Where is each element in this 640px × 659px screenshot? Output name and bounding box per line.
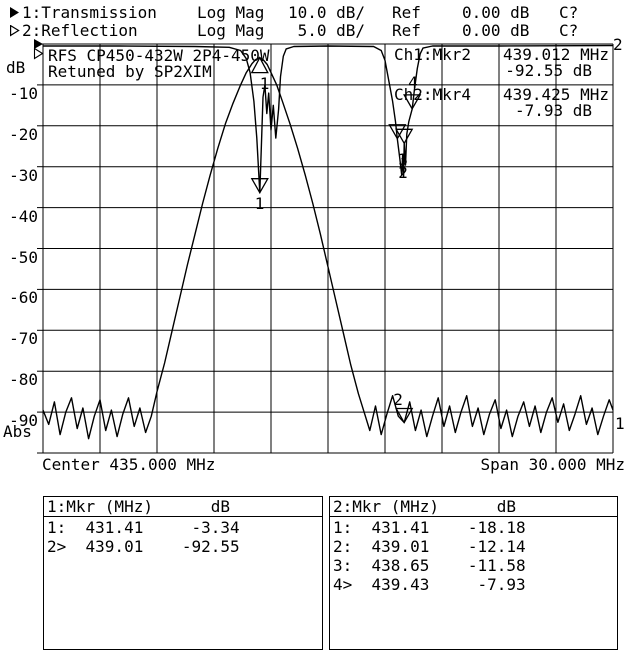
marker-table-row: 1: 431.41 -3.34: [47, 518, 240, 537]
y-tick-label: -60: [9, 288, 38, 308]
marker-2-4-icon: [403, 94, 422, 111]
marker-table-row: 2: 439.01 -12.14: [333, 537, 526, 556]
marker-1-1-label: 1: [259, 73, 270, 93]
trace-2: [43, 44, 614, 194]
ch1-ref-level-icon: [34, 39, 43, 49]
channel-1-scale: 10.0 dB/: [287, 3, 365, 22]
marker-2-3-label: 3: [398, 149, 408, 169]
y-axis-bottom-label: Abs: [3, 422, 32, 441]
channel-1-status: C?: [559, 3, 579, 22]
marker-2-1-label: 1: [254, 193, 265, 213]
marker-table-row: 1: 431.41 -18.18: [333, 518, 526, 537]
channel-1-trace-label: 1:Transmission: [22, 3, 157, 22]
y-tick-label: -30: [9, 165, 38, 185]
channel-2-ref-value: 0.00 dB: [462, 21, 530, 40]
readout-ch1-freq: 439.012 MHz: [503, 45, 609, 64]
y-tick-label: -70: [9, 329, 38, 349]
channel-2-scale: 5.0 dB/: [297, 21, 365, 40]
readout-ch2-freq: 439.425 MHz: [503, 85, 609, 104]
readout-ch1-marker: Ch1:Mkr2: [394, 45, 472, 64]
marker-2-1-icon: [250, 178, 269, 195]
y-tick-label: -50: [9, 247, 38, 267]
marker-2-3-icon: [388, 124, 407, 141]
marker-table-ch2-header: 2:Mkr (MHz) dB: [330, 497, 617, 517]
ch2-ref-level-icon: [33, 47, 44, 60]
marker-2-2-label: 2: [398, 163, 408, 183]
channel-1-active-marker-icon: [10, 7, 19, 18]
y-tick-label: -40: [9, 206, 38, 226]
marker-table-row: 4> 439.43 -7.93: [333, 575, 526, 594]
channel-2-status: C?: [559, 21, 579, 40]
channel-2-format: Log Mag: [197, 21, 265, 40]
channel-1-format: Log Mag: [197, 3, 265, 22]
channel-2-marker-icon: [10, 25, 20, 37]
trace-1-indicator: 1: [615, 414, 625, 433]
y-tick-label: -80: [9, 370, 38, 390]
marker-table-ch1-header: 1:Mkr (MHz) dB: [44, 497, 322, 517]
device-title-line2: Retuned by SP2XIM: [48, 62, 212, 81]
trace-2-indicator: 2: [613, 35, 623, 54]
marker-table-ch2-rows: 1: 431.41 -18.18 2: 439.01 -12.14 3: 438.6…: [330, 517, 617, 596]
readout-ch2-level: -7.93 dB: [514, 101, 592, 120]
center-frequency-label: Center 435.000 MHz: [42, 455, 216, 474]
device-title-line1: RFS CP450-432W 2P4-450W: [48, 46, 270, 65]
y-tick-label: -10: [9, 83, 38, 103]
channel-2-trace-label: 2:Reflection: [22, 21, 138, 40]
channel-1-ref-label: Ref: [392, 3, 421, 22]
readout-ch2-marker: Ch2:Mkr4: [394, 85, 472, 104]
marker-table-row: 3: 438.65 -11.58: [333, 556, 526, 575]
marker-1-2-label: 2: [393, 389, 403, 409]
channel-1-ref-value: 0.00 dB: [462, 3, 530, 22]
y-tick-label: -20: [9, 124, 38, 144]
marker-table-ch1: 1:Mkr (MHz) dB 1: 431.41 -3.34 2> 439.01 …: [43, 496, 323, 650]
span-label: Span 30.000 MHz: [480, 455, 626, 474]
marker-table-row: 2> 439.01 -92.55: [47, 537, 240, 556]
marker-table-ch1-rows: 1: 431.41 -3.34 2> 439.01 -92.55: [44, 517, 322, 558]
marker-2-2-icon: [395, 128, 414, 145]
marker-2-4-label: 4: [408, 72, 418, 92]
channel-2-ref-label: Ref: [392, 21, 421, 40]
y-tick-label: -90: [9, 411, 38, 431]
y-axis-units-label: dB: [6, 58, 26, 77]
marker-1-2-icon: [395, 407, 414, 424]
trace-1: [42, 57, 614, 440]
marker-1-1-icon: [250, 56, 269, 74]
marker-table-ch2: 2:Mkr (MHz) dB 1: 431.41 -18.18 2: 439.01…: [329, 496, 618, 650]
readout-ch1-level: -92.55 dB: [505, 61, 592, 80]
